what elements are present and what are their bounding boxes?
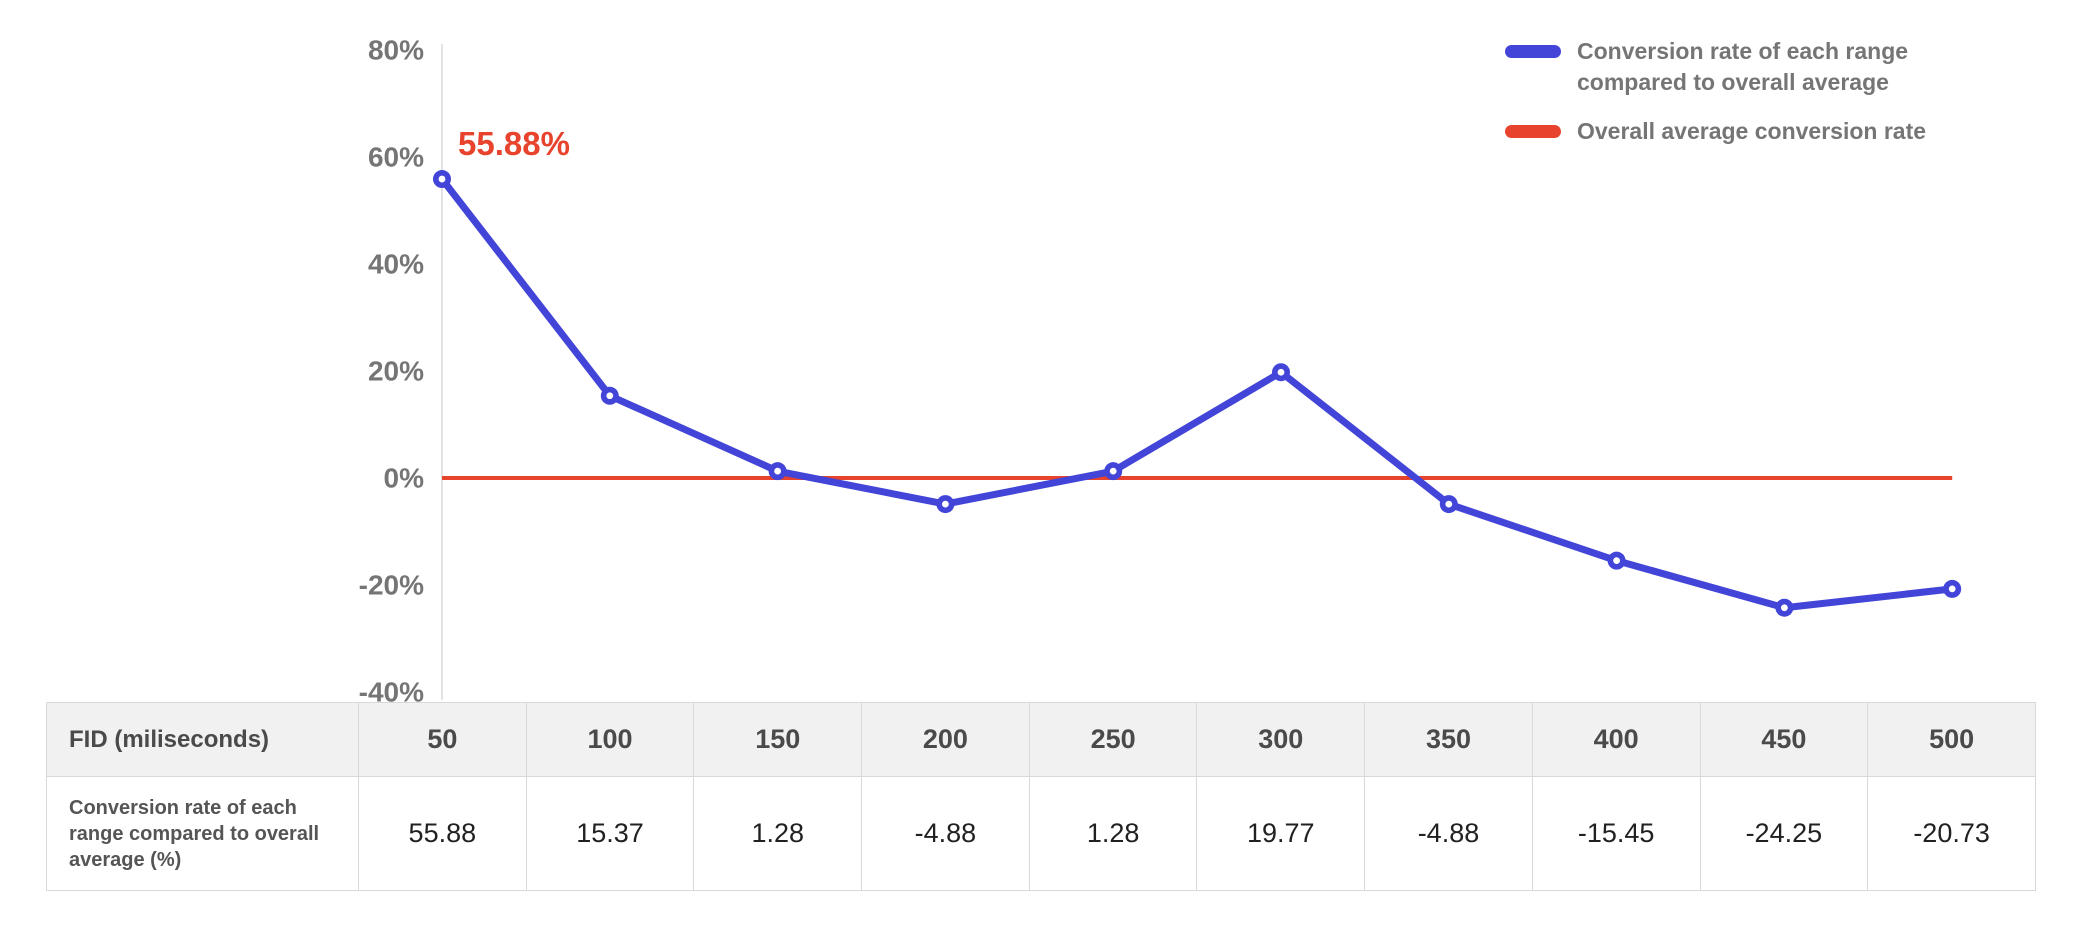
conversion-chart: 80% 60% 40% 20% 0% -20% -40% 55.88% — [359, 35, 1962, 703]
conversion-value-cell: -20.73 — [1867, 776, 2036, 891]
chart-legend: Conversion rate of each range compared t… — [1505, 36, 1975, 165]
data-point-marker-center — [774, 467, 781, 475]
conversion-line — [438, 175, 1956, 612]
legend-item-conversion-line: Conversion rate of each range compared t… — [1505, 36, 1975, 98]
conversion-value-cell: 1.28 — [693, 776, 863, 891]
data-point-marker-center — [1277, 368, 1285, 376]
data-point-marker-center — [1445, 500, 1453, 508]
conversion-value-cell: 1.28 — [1028, 776, 1198, 891]
data-point-marker-center — [1109, 467, 1117, 475]
table-row-label: Conversion rate of each range compared t… — [46, 776, 359, 891]
average-line-swatch — [1505, 125, 1561, 138]
first-point-annotation: 55.88% — [458, 125, 570, 162]
legend-label-average-line: Overall average conversion rate — [1577, 118, 1927, 144]
data-point-marker-center — [942, 500, 949, 508]
y-axis-tick-label: 0% — [384, 463, 425, 494]
fid-value-cell: 300 — [1196, 702, 1366, 777]
data-point-marker-center — [606, 392, 614, 400]
table-header-row: FID (miliseconds) 50 100 150 200 250 300 350 40… — [46, 702, 2036, 777]
table-header-label: FID (miliseconds) — [46, 702, 359, 777]
fid-value-cell: 100 — [525, 702, 695, 777]
conversion-value-cell: -15.45 — [1531, 776, 1701, 891]
conversion-line-swatch — [1505, 45, 1561, 58]
y-axis-tick-label: 80% — [368, 35, 424, 66]
fid-value-cell: 200 — [861, 702, 1030, 777]
fid-value-cell: 150 — [693, 702, 863, 777]
conversion-value-cell: -24.25 — [1699, 776, 1869, 891]
conversion-value-cell: 55.88 — [358, 776, 527, 891]
fid-value-cell: 450 — [1699, 702, 1869, 777]
fid-value-cell: 350 — [1364, 702, 1533, 777]
conversion-value-cell: -4.88 — [861, 776, 1030, 891]
y-axis-tick-label: -20% — [359, 570, 424, 601]
data-point-marker-center — [438, 175, 446, 183]
data-table: FID (miliseconds) 50 100 150 200 250 300 350 40… — [46, 702, 2036, 891]
y-axis-tick-label: 40% — [368, 249, 424, 280]
y-axis-tick-label: 60% — [368, 142, 424, 173]
fid-value-cell: 400 — [1531, 702, 1701, 777]
conversion-value-cell: 15.37 — [525, 776, 695, 891]
conversion-value-cell: -4.88 — [1364, 776, 1533, 891]
fid-value-cell: 50 — [358, 702, 527, 777]
data-point-marker-center — [1781, 604, 1788, 612]
conversion-chart-area: 80% 60% 40% 20% 0% -20% -40% 55.88% Conversion … — [359, 35, 1975, 703]
conversion-value-cell: 19.77 — [1196, 776, 1366, 891]
table-value-row: Conversion rate of each range compared t… — [46, 776, 2036, 891]
fid-value-cell: 500 — [1867, 702, 2036, 777]
data-point-marker-center — [1613, 557, 1620, 565]
y-axis-tick-label: 20% — [368, 356, 424, 387]
legend-item-average-line: Overall average conversion rate — [1505, 116, 1975, 147]
fid-value-cell: 250 — [1028, 702, 1198, 777]
data-point-marker-center — [1948, 585, 1956, 593]
y-axis-tick-label: -40% — [359, 677, 424, 703]
legend-label-conversion-line: Conversion rate of each range compared t… — [1577, 38, 1909, 95]
